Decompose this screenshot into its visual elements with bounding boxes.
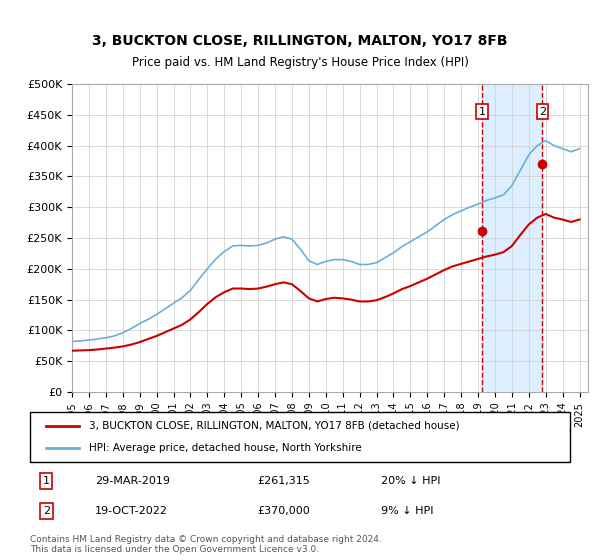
- Text: £261,315: £261,315: [257, 476, 310, 486]
- Text: 19-OCT-2022: 19-OCT-2022: [95, 506, 168, 516]
- Text: HPI: Average price, detached house, North Yorkshire: HPI: Average price, detached house, Nort…: [89, 443, 362, 453]
- Text: Price paid vs. HM Land Registry's House Price Index (HPI): Price paid vs. HM Land Registry's House …: [131, 56, 469, 69]
- Text: 2: 2: [43, 506, 50, 516]
- Text: 1: 1: [479, 107, 485, 116]
- Text: 9% ↓ HPI: 9% ↓ HPI: [381, 506, 433, 516]
- Text: Contains HM Land Registry data © Crown copyright and database right 2024.
This d: Contains HM Land Registry data © Crown c…: [30, 535, 382, 554]
- Text: 2: 2: [539, 107, 546, 116]
- FancyBboxPatch shape: [30, 412, 570, 462]
- Bar: [482, 84, 542, 392]
- Text: 20% ↓ HPI: 20% ↓ HPI: [381, 476, 440, 486]
- Text: £370,000: £370,000: [257, 506, 310, 516]
- Text: 29-MAR-2019: 29-MAR-2019: [95, 476, 170, 486]
- Text: 3, BUCKTON CLOSE, RILLINGTON, MALTON, YO17 8FB (detached house): 3, BUCKTON CLOSE, RILLINGTON, MALTON, YO…: [89, 421, 460, 431]
- Text: 3, BUCKTON CLOSE, RILLINGTON, MALTON, YO17 8FB: 3, BUCKTON CLOSE, RILLINGTON, MALTON, YO…: [92, 34, 508, 48]
- Text: 1: 1: [43, 476, 50, 486]
